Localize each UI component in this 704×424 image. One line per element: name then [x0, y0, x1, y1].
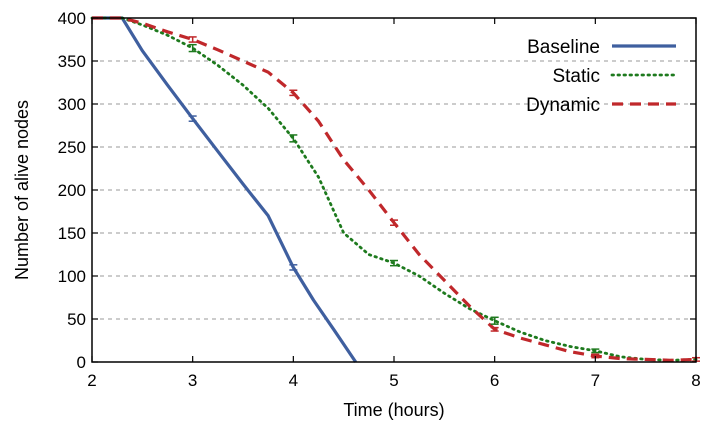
series-line-static: [90, 16, 698, 362]
y-tick-label: 400: [58, 9, 86, 28]
x-tick-label: 8: [691, 371, 700, 390]
series-line-dynamic: [92, 16, 697, 362]
x-tick-label: 4: [289, 371, 298, 390]
grid-lines: [92, 60, 696, 320]
y-tick-label: 100: [58, 267, 86, 286]
y-tick-label: 350: [58, 52, 86, 71]
x-tick-label: 3: [188, 371, 197, 390]
x-tick-label: 6: [490, 371, 499, 390]
legend-label-baseline: Baseline: [527, 37, 600, 58]
series-line-baseline: [92, 16, 358, 363]
x-tick-label: 5: [389, 371, 398, 390]
y-tick-label: 50: [67, 310, 86, 329]
error-bars: [188, 36, 700, 362]
y-tick-label: 150: [58, 224, 86, 243]
legend: Baseline Static Dynamic: [526, 37, 678, 116]
y-tick-label: 200: [58, 181, 86, 200]
x-tick-label: 2: [87, 371, 96, 390]
axis-ticks: 0 50 100 150 200 250 300 350 400 2 3 4 5 6 7 8: [58, 9, 701, 390]
x-axis-label: Time (hours): [343, 400, 444, 420]
y-tick-label: 250: [58, 138, 86, 157]
y-tick-label: 0: [77, 353, 86, 372]
legend-label-dynamic: Dynamic: [526, 95, 600, 116]
y-tick-label: 300: [58, 95, 86, 114]
legend-label-static: Static: [552, 66, 600, 87]
y-axis-label: Number of alive nodes: [12, 100, 32, 280]
x-tick-label: 7: [591, 371, 600, 390]
